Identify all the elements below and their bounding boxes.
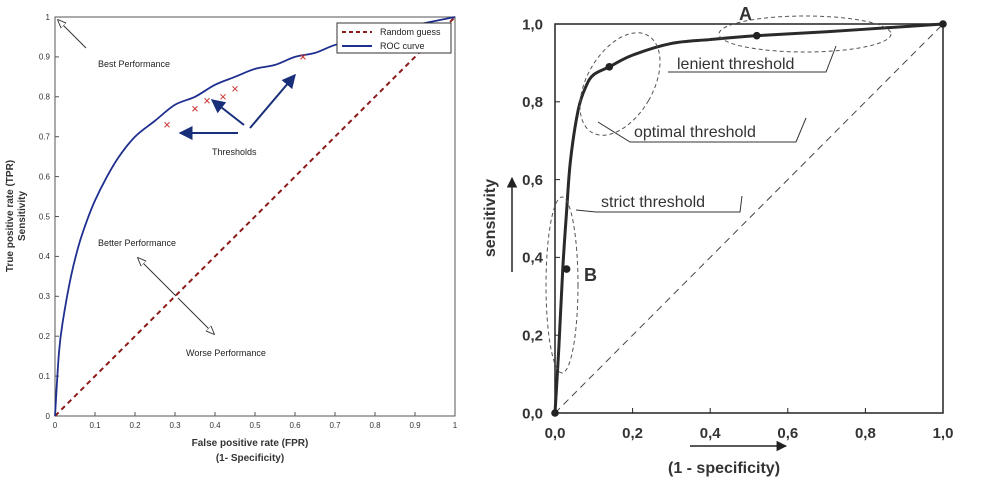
x-tick-label: 1,0	[933, 425, 954, 442]
point-a-label: A	[739, 4, 752, 24]
right-markers	[551, 20, 947, 417]
point-b-label: B	[584, 265, 597, 285]
y-tick-label: 0.4	[39, 252, 51, 261]
y-tick-label: 0.9	[39, 53, 51, 62]
threshold-point	[220, 93, 226, 100]
curve-marker	[562, 265, 571, 273]
threshold-arrow-up	[210, 99, 245, 126]
best-performance-arrow	[58, 20, 87, 49]
y-tick-label: 0	[46, 412, 51, 421]
x-tick-label: 0.4	[209, 421, 221, 430]
strict-threshold-ellipse	[545, 196, 579, 374]
left-x-ticks: 0 0.1 0.2 0.3 0.4 0.5 0.6 0.7 0.8 0.9 1	[53, 412, 458, 430]
legend-label-roc-curve: ROC curve	[380, 41, 425, 51]
curve-marker	[551, 409, 559, 417]
y-tick-label: 0,6	[522, 172, 543, 189]
left-x-axis-label-2: (1- Specificity)	[216, 453, 284, 464]
x-tick-label: 1	[453, 421, 458, 430]
y-tick-label: 0.2	[39, 332, 51, 341]
x-tick-label: 0.1	[89, 421, 101, 430]
diagonal-series-line	[54, 16, 456, 417]
threshold-arrow-upright	[249, 73, 296, 129]
legend-label-random-guess: Random guess	[380, 27, 441, 37]
x-tick-label: 0,2	[622, 425, 643, 442]
right-roc-chart: 0,0 0,2 0,4 0,6 0,8 1,0 0,00,20,40,60,81,0 A …	[482, 4, 953, 477]
x-tick-label: 0,0	[545, 425, 566, 442]
curve-marker	[939, 20, 947, 28]
left-y-axis-label-2: Sensitivity	[17, 191, 28, 241]
left-threshold-points	[164, 54, 306, 128]
threshold-point	[300, 54, 306, 60]
right-y-ticks: 0,0 0,2 0,4 0,6 0,8 1,0	[522, 16, 560, 422]
thresholds-label: Thresholds	[212, 147, 257, 157]
optimal-label-leader	[597, 117, 807, 143]
best-performance-label: Best Performance	[98, 59, 170, 69]
curve-marker	[605, 62, 614, 71]
left-roc-chart: 0 0.1 0.2 0.3 0.4 0.5 0.6 0.7 0.8 0.9 1 0 0.1 0.2 0.3…	[5, 13, 458, 464]
y-tick-label: 1,0	[522, 16, 543, 33]
y-tick-label: 0.5	[39, 212, 51, 221]
x-tick-label: 0.5	[249, 421, 261, 430]
lenient-threshold-ellipse	[718, 15, 892, 53]
y-tick-label: 0,0	[522, 405, 543, 422]
threshold-point	[164, 121, 170, 128]
left-x-axis-label: False positive rate (FPR)	[192, 438, 309, 449]
left-y-ticks: 0 0.1 0.2 0.3 0.4 0.5 0.6 0.7 0.8 0.9 1	[39, 13, 59, 421]
y-tick-label: 0.1	[39, 372, 51, 381]
y-tick-label: 0,4	[522, 250, 544, 267]
x-tick-label: 0.6	[289, 421, 301, 430]
roc-series-line	[553, 22, 944, 414]
x-tick-label: 0,6	[777, 425, 798, 442]
better-performance-label: Better Performance	[98, 238, 176, 248]
threshold-point	[204, 97, 210, 104]
right-plot-frame	[554, 23, 944, 414]
y-tick-label: 0,2	[522, 327, 543, 344]
right-x-ticks: 0,0 0,2 0,4 0,6 0,8 1,0	[545, 408, 954, 442]
lenient-threshold-label: lenient threshold	[677, 56, 794, 73]
y-tick-label: 0.7	[39, 133, 51, 142]
x-tick-label: 0.8	[369, 421, 381, 430]
left-y-axis-label: True positive rate (TPR)	[5, 160, 16, 272]
y-tick-label: 1	[46, 13, 51, 22]
x-tick-label: 0,8	[855, 425, 876, 442]
left-legend: Random guess ROC curve	[336, 22, 452, 54]
x-tick-label: 0.2	[129, 421, 141, 430]
legend-box	[336, 22, 452, 54]
y-tick-label: 0,8	[522, 94, 543, 111]
performance-arrow	[138, 258, 177, 297]
x-tick-label: 0.7	[329, 421, 341, 430]
x-tick-label: 0.3	[169, 421, 181, 430]
performance-arrow-down	[177, 297, 214, 334]
y-tick-label: 0.6	[39, 172, 51, 181]
y-tick-label: 0.8	[39, 93, 51, 102]
curve-marker	[752, 31, 761, 40]
threshold-point	[192, 105, 198, 112]
right-x-axis-label: (1 - specificity)	[668, 460, 780, 477]
y-tick-label: 0.3	[39, 292, 51, 301]
x-tick-label: 0.9	[409, 421, 421, 430]
strict-threshold-label: strict threshold	[601, 194, 705, 211]
right-series	[553, 22, 944, 414]
diagonal-series-line	[554, 23, 944, 414]
threshold-point	[232, 85, 238, 92]
optimal-threshold-label: optimal threshold	[634, 124, 756, 141]
x-tick-label: 0,4	[700, 425, 722, 442]
strict-label-leader	[575, 195, 743, 213]
right-y-axis-label: sensitivity	[482, 179, 499, 257]
worse-performance-label: Worse Performance	[186, 348, 266, 358]
x-tick-label: 0	[53, 421, 58, 430]
optimal-threshold-ellipse	[579, 32, 661, 136]
lenient-label-leader	[668, 45, 837, 73]
